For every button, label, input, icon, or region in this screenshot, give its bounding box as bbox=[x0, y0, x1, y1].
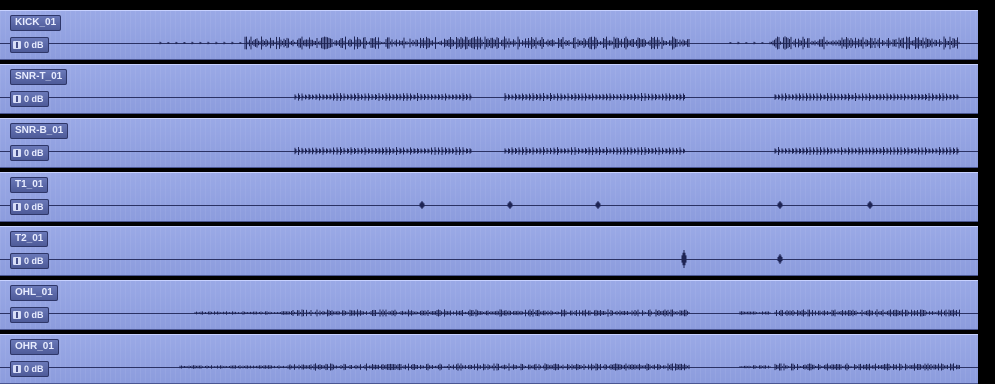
waveform-snr-t-01[interactable] bbox=[0, 65, 978, 114]
track-t1-01[interactable]: T1_01 0 dB bbox=[0, 172, 978, 222]
track-center-line bbox=[0, 259, 978, 260]
clip-gain-ohr-01[interactable]: 0 dB bbox=[10, 361, 49, 377]
track-snr-t-01[interactable]: SNR-T_01 0 dB bbox=[0, 64, 978, 114]
track-kick-01[interactable]: KICK_01 0 dB bbox=[0, 10, 978, 60]
edit-window-tracks: KICK_01 0 dB SNR-T_01 0 dB SNR-B_01 0 dB… bbox=[0, 10, 978, 384]
track-name-snr-b-01[interactable]: SNR-B_01 bbox=[10, 123, 69, 139]
clip-gain-value: 0 dB bbox=[24, 202, 44, 212]
track-name-t1-01[interactable]: T1_01 bbox=[10, 177, 49, 193]
clip-gain-value: 0 dB bbox=[24, 256, 44, 266]
waveform-t1-01[interactable] bbox=[0, 173, 978, 222]
gain-knob-icon[interactable] bbox=[13, 95, 21, 103]
track-name-kick-01[interactable]: KICK_01 bbox=[10, 15, 62, 31]
gain-knob-icon[interactable] bbox=[13, 149, 21, 157]
clip-gain-t1-01[interactable]: 0 dB bbox=[10, 199, 49, 215]
clip-gain-value: 0 dB bbox=[24, 40, 44, 50]
track-ohr-01[interactable]: OHR_01 0 dB bbox=[0, 334, 978, 384]
clip-gain-value: 0 dB bbox=[24, 310, 44, 320]
gain-knob-icon[interactable] bbox=[13, 41, 21, 49]
gain-knob-icon[interactable] bbox=[13, 365, 21, 373]
track-center-line bbox=[0, 97, 978, 98]
gain-knob-icon[interactable] bbox=[13, 203, 21, 211]
waveform-ohr-01[interactable] bbox=[0, 335, 978, 384]
clip-gain-t2-01[interactable]: 0 dB bbox=[10, 253, 49, 269]
track-name-t2-01[interactable]: T2_01 bbox=[10, 231, 49, 247]
waveform-snr-b-01[interactable] bbox=[0, 119, 978, 168]
track-name-ohr-01[interactable]: OHR_01 bbox=[10, 339, 59, 355]
track-name-snr-t-01[interactable]: SNR-T_01 bbox=[10, 69, 68, 85]
clip-gain-value: 0 dB bbox=[24, 148, 44, 158]
clip-gain-snr-b-01[interactable]: 0 dB bbox=[10, 145, 49, 161]
clip-gain-value: 0 dB bbox=[24, 94, 44, 104]
waveform-kick-01[interactable] bbox=[0, 11, 978, 60]
track-center-line bbox=[0, 205, 978, 206]
track-t2-01[interactable]: T2_01 0 dB bbox=[0, 226, 978, 276]
track-center-line bbox=[0, 151, 978, 152]
gain-knob-icon[interactable] bbox=[13, 257, 21, 265]
clip-gain-snr-t-01[interactable]: 0 dB bbox=[10, 91, 49, 107]
track-snr-b-01[interactable]: SNR-B_01 0 dB bbox=[0, 118, 978, 168]
clip-gain-ohl-01[interactable]: 0 dB bbox=[10, 307, 49, 323]
waveform-t2-01[interactable] bbox=[0, 227, 978, 276]
track-name-ohl-01[interactable]: OHL_01 bbox=[10, 285, 58, 301]
gain-knob-icon[interactable] bbox=[13, 311, 21, 319]
waveform-ohl-01[interactable] bbox=[0, 281, 978, 330]
clip-gain-kick-01[interactable]: 0 dB bbox=[10, 37, 49, 53]
clip-gain-value: 0 dB bbox=[24, 364, 44, 374]
track-ohl-01[interactable]: OHL_01 0 dB bbox=[0, 280, 978, 330]
